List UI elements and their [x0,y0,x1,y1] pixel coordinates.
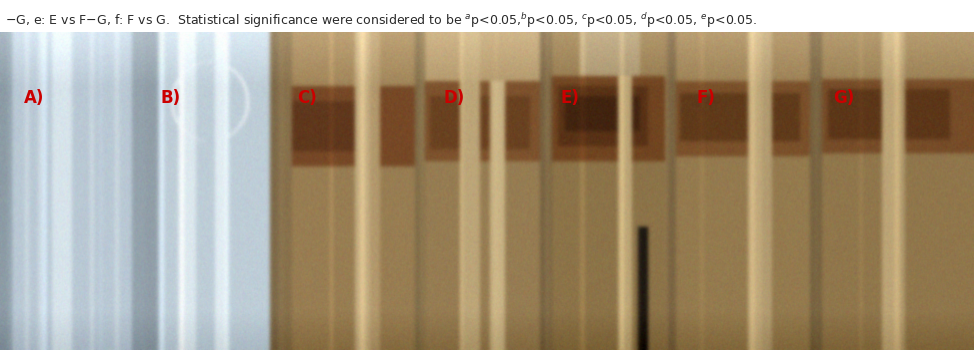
Text: E): E) [560,89,579,107]
Text: B): B) [161,89,181,107]
Text: D): D) [443,89,465,107]
Text: A): A) [24,89,45,107]
Text: G): G) [833,89,854,107]
Text: F): F) [696,89,715,107]
Text: $-$G, e: E vs F$-$G, f: F vs G.  Statistical significance were considered to be : $-$G, e: E vs F$-$G, f: F vs G. Statisti… [5,11,758,30]
Text: C): C) [297,89,317,107]
